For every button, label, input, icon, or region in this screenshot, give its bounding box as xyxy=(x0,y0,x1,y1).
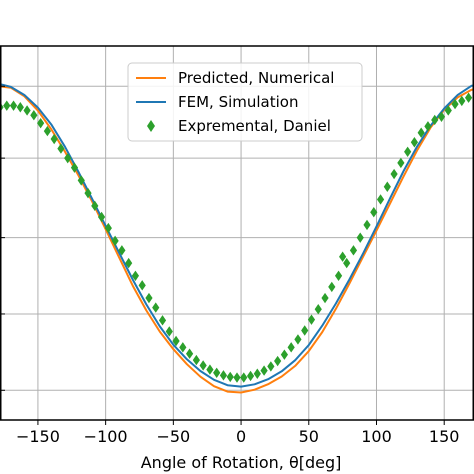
data-point xyxy=(192,354,200,366)
data-point xyxy=(9,100,18,111)
data-point xyxy=(431,114,439,126)
data-point xyxy=(219,370,228,381)
data-point xyxy=(287,342,295,353)
data-point xyxy=(376,194,385,205)
x-tick-label: −50 xyxy=(156,427,190,446)
data-point xyxy=(125,257,133,269)
data-point xyxy=(84,187,92,199)
data-point xyxy=(274,355,282,367)
data-point xyxy=(97,211,106,223)
data-point xyxy=(50,133,58,145)
data-point xyxy=(64,152,72,164)
x-axis-label: Angle of Rotation, θ[deg] xyxy=(141,453,342,472)
data-point xyxy=(118,245,126,256)
data-point xyxy=(404,146,412,157)
legend: Predicted, Numerical FEM, Simulation Expre… xyxy=(127,62,363,142)
data-point xyxy=(383,181,391,192)
data-point xyxy=(37,117,45,129)
legend-label-1: Predicted, Numerical xyxy=(178,69,334,87)
series-layer xyxy=(0,83,474,394)
data-point xyxy=(301,325,309,336)
data-point xyxy=(451,98,459,110)
data-point xyxy=(43,125,51,137)
series-line-2 xyxy=(0,83,474,388)
data-point xyxy=(70,162,79,173)
legend-box xyxy=(127,62,363,142)
data-point xyxy=(199,360,207,371)
data-point xyxy=(437,111,446,122)
data-point xyxy=(410,137,419,148)
data-point xyxy=(307,314,316,325)
x-tick-label: 50 xyxy=(299,427,319,446)
data-point xyxy=(370,207,378,218)
data-point xyxy=(179,342,187,353)
data-point xyxy=(30,110,38,121)
data-point xyxy=(16,102,24,113)
data-point xyxy=(246,370,255,382)
data-point xyxy=(91,200,99,212)
data-point xyxy=(339,251,347,262)
axes-layer: −150 −100 −50 0 50 100 150 xyxy=(0,45,474,446)
data-point xyxy=(158,315,167,326)
data-point xyxy=(186,348,194,359)
x-tick-label: −150 xyxy=(16,427,60,446)
data-point xyxy=(397,157,405,169)
data-point xyxy=(260,365,268,376)
data-point xyxy=(213,367,221,378)
x-tick-label: −100 xyxy=(84,427,128,446)
data-point xyxy=(314,303,322,315)
data-point xyxy=(424,121,432,132)
data-point xyxy=(138,280,146,291)
data-point xyxy=(111,235,119,247)
data-point xyxy=(233,372,241,383)
data-point xyxy=(356,232,364,243)
legend-label-2: FEM, Simulation xyxy=(178,93,298,111)
data-point xyxy=(280,349,288,360)
data-point xyxy=(444,105,452,116)
data-point xyxy=(165,326,173,337)
series-line-1 xyxy=(0,85,474,394)
data-point xyxy=(321,292,329,304)
data-point xyxy=(343,257,351,269)
x-tick-label: 0 xyxy=(236,427,246,446)
data-point xyxy=(349,245,358,256)
legend-label-3: Expremental, Daniel xyxy=(178,117,331,135)
data-point xyxy=(240,372,248,383)
data-point xyxy=(226,371,234,383)
data-point xyxy=(131,270,140,281)
data-point xyxy=(458,95,466,107)
data-point xyxy=(104,222,112,234)
data-point xyxy=(23,105,31,116)
data-point xyxy=(172,335,180,347)
data-point xyxy=(57,143,65,154)
data-point xyxy=(417,127,425,138)
data-point xyxy=(77,175,85,186)
data-point xyxy=(328,281,336,293)
data-point xyxy=(334,270,343,281)
x-tick-label: 100 xyxy=(361,427,392,446)
data-point xyxy=(3,100,11,111)
data-point xyxy=(145,292,153,304)
data-point xyxy=(363,219,371,231)
data-point xyxy=(206,364,214,375)
data-point xyxy=(267,361,275,372)
data-point xyxy=(253,368,261,379)
data-point xyxy=(294,334,302,345)
data-point xyxy=(152,302,160,313)
x-tick-label: 150 xyxy=(429,427,460,446)
data-point xyxy=(390,168,398,180)
legend-swatch-3 xyxy=(147,120,155,132)
data-point xyxy=(464,92,473,103)
